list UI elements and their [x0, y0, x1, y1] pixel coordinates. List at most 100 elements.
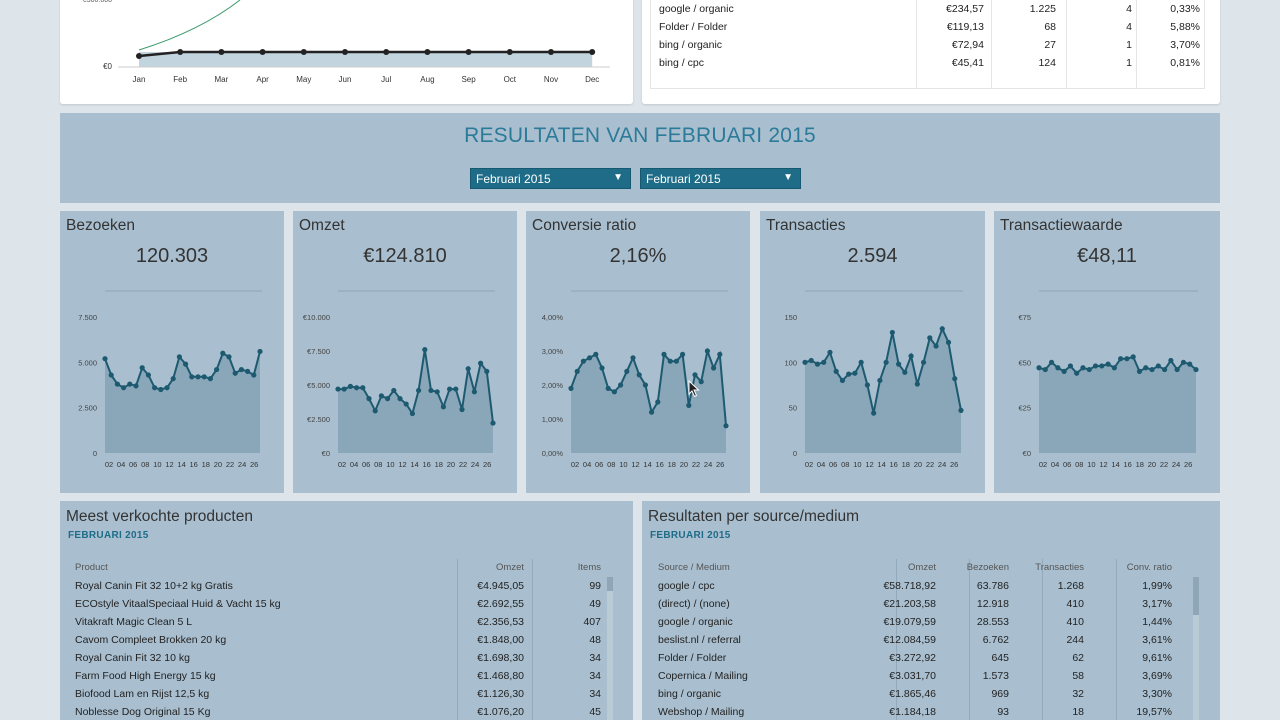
table-row[interactable]: Biofood Lam en Rijst 12,5 kg €1.126,30 34	[75, 688, 605, 706]
kpi-value: €48,11	[1077, 245, 1137, 267]
omzet-cell: €1.848,00	[477, 634, 524, 646]
data-point	[587, 355, 593, 361]
data-point	[920, 359, 927, 365]
data-point	[385, 396, 391, 402]
data-point	[1180, 359, 1187, 365]
table-row[interactable]: Webshop / Mailing €1.184,18 93 18 19,57%	[658, 706, 1188, 720]
x-tick-label: 04	[1051, 460, 1059, 469]
table-row[interactable]: Cavom Compleet Brokken 20 kg €1.848,00 48	[75, 634, 605, 652]
sources-title: Resultaten per source/medium	[648, 508, 860, 525]
omzet-cell: €19.079,59	[883, 616, 936, 628]
table-row[interactable]: Copernica / Mailing €3.031,70 1.573 58 3,69%	[658, 670, 1188, 688]
data-point	[802, 359, 808, 365]
data-point	[1168, 357, 1174, 364]
y-tick-label: €50	[1018, 358, 1031, 367]
data-point	[342, 49, 348, 55]
data-point	[391, 387, 397, 394]
products-scrollbar[interactable]	[607, 577, 613, 720]
table-row[interactable]: google / organic €19.079,59 28.553 410 1,44%	[658, 616, 1188, 634]
data-point	[453, 386, 459, 392]
transactions-cell: 4	[1126, 21, 1132, 33]
x-tick-label: 20	[914, 460, 922, 469]
products-period: FEBRUARI 2015	[68, 530, 149, 541]
y-tick-label: 4,00%	[542, 313, 564, 322]
sources-scrollbar[interactable]	[1193, 577, 1199, 720]
x-tick-label: Feb	[173, 75, 187, 84]
kpi-value: 2,16%	[609, 245, 667, 267]
data-point	[580, 358, 586, 364]
start-month-dropdown[interactable]: Februari 2015 ▼	[470, 168, 631, 189]
table-row[interactable]: Vitakraft Magic Clean 5 L €2.356,53 407	[75, 616, 605, 634]
scroll-thumb[interactable]	[607, 577, 613, 591]
end-month-dropdown[interactable]: Februari 2015 ▼	[640, 168, 801, 189]
data-point	[422, 347, 428, 353]
y-tick-label: 7.500	[78, 313, 97, 322]
y-tick-label: €0	[103, 62, 112, 71]
table-row[interactable]: Folder / Folder €3.272,92 645 62 9,61%	[658, 652, 1188, 670]
column-divider	[991, 0, 992, 89]
data-point	[958, 407, 964, 413]
y-tick-label: €0	[322, 449, 330, 458]
data-point	[471, 389, 477, 395]
results-header: RESULTATEN VAN FEBRUARI 2015 Februari 20…	[60, 113, 1220, 203]
data-point	[1061, 368, 1067, 374]
column-divider	[1042, 559, 1043, 720]
table-row[interactable]: bing / organic €72,94 27 1 3,70%	[651, 39, 1206, 57]
y-tick-label: 1,00%	[542, 415, 564, 424]
table-row[interactable]: (direct) / (none) €21.203,58 12.918 410 3,17…	[658, 598, 1188, 616]
x-tick-label: 02	[1039, 460, 1047, 469]
table-row[interactable]: Royal Canin Fit 32 10+2 kg Gratis €4.945,…	[75, 580, 605, 598]
column-divider	[532, 559, 533, 720]
data-point	[642, 382, 648, 388]
yearly-chart-card: €500.000 €0 Jan Feb Mar Apr May Jun Jul Aug Sep Oct…	[60, 0, 633, 104]
data-point	[945, 339, 952, 345]
source-cell: Webshop / Mailing	[658, 706, 745, 718]
x-tick-label: 16	[656, 460, 664, 469]
table-row[interactable]: bing / organic €1.865,46 969 32 3,30%	[658, 688, 1188, 706]
omzet-cell: €1.126,30	[477, 688, 524, 700]
data-point	[1048, 359, 1055, 365]
data-point	[424, 49, 431, 55]
column-divider	[896, 559, 897, 720]
data-point	[908, 353, 914, 359]
top-products-card: Meest verkochte producten FEBRUARI 2015 …	[60, 501, 633, 720]
x-tick-label: 18	[1136, 460, 1144, 469]
table-row[interactable]: Farm Food High Energy 15 kg €1.468,80 34	[75, 670, 605, 688]
data-point	[220, 350, 226, 356]
data-point	[1080, 365, 1086, 371]
table-row[interactable]: Royal Canin Fit 32 10 kg €1.698,30 34	[75, 652, 605, 670]
kpi-sparkline: €75 €50 €25 €0 02 04 06 08 10 12 14 16 18 20 22 24 26	[1018, 290, 1199, 469]
data-point	[593, 351, 599, 357]
data-point	[883, 359, 889, 365]
table-row[interactable]: Folder / Folder €119,13 68 4 5,88%	[651, 21, 1206, 39]
header-ratio: Conv. ratio	[1126, 562, 1172, 573]
omzet-cell: €12.084,59	[883, 634, 936, 646]
kpi-value: 2.594	[847, 245, 898, 267]
items-cell: 34	[589, 670, 601, 682]
data-point	[1118, 356, 1124, 362]
table-row[interactable]: bing / cpc €45,41 124 1 0,81%	[651, 57, 1206, 75]
data-point	[428, 387, 434, 394]
data-point	[599, 365, 605, 371]
table-row[interactable]: Noblesse Dog Original 15 Kg €1.076,20 45	[75, 706, 605, 720]
table-row[interactable]: ECOstyle VitaalSpeciaal Huid & Vacht 15 …	[75, 598, 605, 616]
scroll-thumb[interactable]	[1193, 577, 1199, 615]
data-point	[1136, 368, 1143, 374]
visits-cell: 1.225	[1029, 3, 1056, 15]
caret-down-icon: ▼	[613, 172, 623, 183]
x-tick-label: 24	[1172, 460, 1180, 469]
x-tick-label: Jun	[339, 75, 352, 84]
x-tick-label: 14	[877, 460, 885, 469]
data-point	[846, 371, 852, 377]
x-tick-label: 26	[483, 460, 491, 469]
table-row[interactable]: google / cpc €58.718,92 63.786 1.268 1,99%	[658, 580, 1188, 598]
x-tick-label: 22	[692, 460, 700, 469]
table-row[interactable]: beslist.nl / referral €12.084,59 6.762 244 3…	[658, 634, 1188, 652]
data-point	[933, 343, 939, 349]
data-point	[183, 361, 189, 367]
omzet-cell: €21.203,58	[883, 598, 936, 610]
table-row[interactable]: google / organic €234,57 1.225 4 0,33%	[651, 3, 1206, 21]
x-tick-label: 20	[447, 460, 455, 469]
omzet-cell: €72,94	[951, 39, 984, 51]
data-point	[490, 420, 496, 426]
